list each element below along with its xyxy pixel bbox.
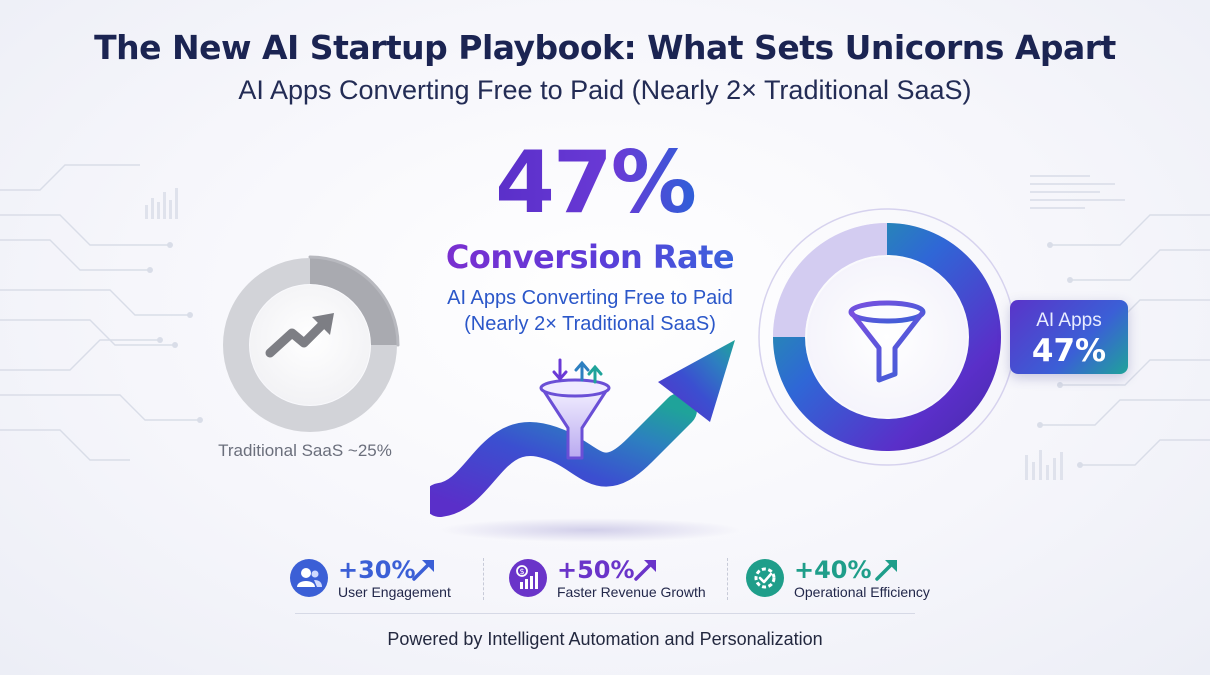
stat-divider [483, 558, 484, 600]
gear-check-icon [746, 559, 784, 597]
stat-value: +40% [794, 556, 872, 584]
stat-label: Operational Efficiency [794, 584, 930, 600]
ai-apps-badge: AI Apps 47% [1010, 300, 1128, 374]
ai-apps-label: AI Apps [1036, 310, 1102, 331]
stat-value: +50% [557, 556, 635, 584]
hero-percent: 47% [495, 133, 697, 233]
stat-revenue-growth: $ +50% Faster Revenue Growth [509, 556, 719, 604]
funnel-icon [848, 300, 926, 383]
stat-operational-efficiency: +40% Operational Efficiency [746, 556, 956, 604]
stat-divider [727, 558, 728, 600]
svg-text:$: $ [519, 567, 524, 576]
users-icon [290, 559, 328, 597]
page-subtitle: AI Apps Converting Free to Paid (Nearly … [238, 75, 972, 105]
revenue-chart-icon: $ [509, 559, 547, 597]
stat-label: User Engagement [338, 584, 451, 600]
stat-value: +30% [338, 556, 416, 584]
footer-text: Powered by Intelligent Automation and Pe… [387, 629, 823, 649]
trend-up-icon [265, 313, 334, 358]
hero-description-line2: (Nearly 2× Traditional SaaS) [464, 313, 716, 335]
arrow-up-right-icon [634, 560, 656, 581]
ai-apps-value: 47% [1031, 333, 1107, 369]
stat-label: Faster Revenue Growth [557, 584, 706, 600]
arrow-up-right-icon [412, 560, 434, 581]
stat-user-engagement: +30% User Engagement [290, 556, 480, 604]
hero-description-line1: AI Apps Converting Free to Paid [447, 287, 733, 309]
page-title: The New AI Startup Playbook: What Sets U… [94, 28, 1116, 67]
footer-divider [295, 613, 915, 614]
growth-arrow-illustration [430, 340, 740, 542]
traditional-saas-label: Traditional SaaS ~25% [218, 441, 392, 460]
traditional-saas-gauge [223, 255, 400, 432]
conversion-rate-heading: Conversion Rate [445, 238, 735, 276]
arrow-up-right-icon [875, 560, 897, 581]
